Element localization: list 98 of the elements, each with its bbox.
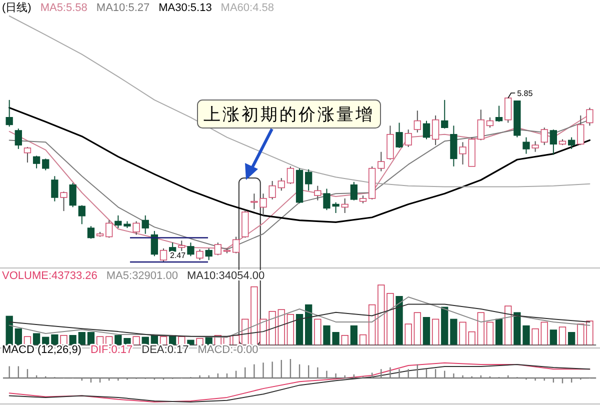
bar bbox=[504, 306, 512, 346]
text: DIF:0.17 bbox=[90, 344, 133, 356]
bar bbox=[577, 324, 584, 346]
candlestick bbox=[568, 136, 576, 150]
text: VOLUME:43733.26 bbox=[2, 270, 98, 282]
bar bbox=[532, 328, 539, 346]
candlestick bbox=[196, 248, 204, 261]
bar bbox=[441, 306, 448, 346]
candlestick bbox=[540, 127, 548, 146]
candlestick bbox=[486, 116, 494, 128]
bar bbox=[550, 330, 558, 346]
bar bbox=[568, 332, 576, 346]
candlestick bbox=[114, 214, 122, 229]
candlestick bbox=[286, 166, 294, 184]
bar bbox=[514, 312, 521, 346]
candlestick bbox=[87, 226, 95, 240]
text: MA5:5.58 bbox=[40, 2, 88, 14]
candlestick bbox=[577, 114, 584, 146]
candlestick bbox=[69, 182, 76, 208]
ref-line-label: 2.47 bbox=[170, 251, 186, 260]
candlestick bbox=[278, 178, 285, 192]
candlestick bbox=[432, 114, 440, 146]
bar bbox=[522, 325, 530, 346]
bar bbox=[60, 335, 68, 346]
candlestick bbox=[232, 236, 240, 254]
bar bbox=[586, 320, 594, 346]
text: MA60:4.58 bbox=[220, 2, 274, 14]
candlestick bbox=[106, 220, 113, 238]
candlestick bbox=[42, 158, 50, 171]
series-label: MACD:-0.00 bbox=[198, 344, 258, 356]
candlestick bbox=[24, 146, 32, 164]
text: MA10:5.27 bbox=[96, 2, 150, 14]
bar bbox=[78, 332, 86, 346]
bar bbox=[305, 304, 312, 346]
bar bbox=[477, 312, 484, 346]
candlestick bbox=[477, 109, 484, 141]
candlestick bbox=[205, 248, 212, 261]
candlestick bbox=[160, 248, 168, 262]
candlestick bbox=[6, 99, 13, 128]
bar bbox=[69, 335, 76, 346]
bar bbox=[486, 322, 494, 346]
bar bbox=[350, 325, 358, 346]
bar bbox=[286, 314, 294, 346]
text: MA30:5.13 bbox=[158, 2, 212, 14]
bar bbox=[396, 296, 403, 346]
chart-title: (日线) bbox=[2, 1, 32, 14]
annotation: 上涨初期的价涨量增 bbox=[204, 105, 374, 125]
candlestick bbox=[532, 140, 539, 152]
candlestick bbox=[14, 128, 22, 150]
candlestick bbox=[441, 99, 448, 130]
candlestick bbox=[522, 136, 530, 154]
candlestick bbox=[350, 181, 358, 201]
candlestick bbox=[60, 191, 68, 212]
text: MA5:32901.00 bbox=[106, 270, 178, 282]
candlestick bbox=[341, 198, 348, 214]
candlestick bbox=[314, 185, 322, 201]
bar bbox=[378, 284, 385, 346]
bar bbox=[386, 293, 394, 346]
chart-title: MACD (12,26,9) bbox=[2, 344, 82, 356]
candlestick bbox=[504, 98, 512, 124]
candlestick bbox=[214, 242, 222, 256]
candlestick bbox=[404, 129, 412, 148]
bar bbox=[540, 322, 548, 346]
bar bbox=[495, 318, 503, 346]
candlestick bbox=[550, 129, 558, 156]
candlestick bbox=[187, 242, 194, 257]
bar bbox=[359, 334, 367, 346]
candlestick bbox=[32, 155, 40, 169]
bar bbox=[132, 336, 140, 346]
bar bbox=[32, 333, 40, 346]
bar bbox=[558, 326, 566, 346]
candlestick bbox=[495, 105, 503, 122]
bar bbox=[51, 334, 58, 346]
bar bbox=[422, 317, 430, 346]
candlestick bbox=[586, 107, 594, 126]
bar bbox=[296, 314, 304, 346]
candlestick bbox=[396, 122, 403, 148]
text: DEA:0.17 bbox=[142, 344, 189, 356]
candlestick bbox=[132, 220, 140, 236]
candlestick bbox=[51, 176, 58, 202]
bar bbox=[404, 324, 412, 346]
bar bbox=[432, 318, 440, 346]
candlestick bbox=[142, 214, 149, 234]
bar bbox=[341, 335, 348, 346]
candlestick bbox=[422, 120, 430, 140]
candlestick bbox=[378, 151, 385, 172]
bar bbox=[414, 312, 421, 346]
bar bbox=[14, 328, 22, 346]
bar bbox=[314, 318, 322, 346]
annotation: 5.85 bbox=[517, 89, 534, 98]
candlestick bbox=[150, 230, 158, 257]
bar bbox=[278, 309, 285, 346]
candlestick bbox=[268, 180, 276, 200]
bar bbox=[450, 318, 458, 346]
bar bbox=[368, 304, 376, 346]
candlestick bbox=[78, 204, 86, 225]
candlestick bbox=[305, 168, 312, 192]
candlestick bbox=[414, 110, 421, 133]
